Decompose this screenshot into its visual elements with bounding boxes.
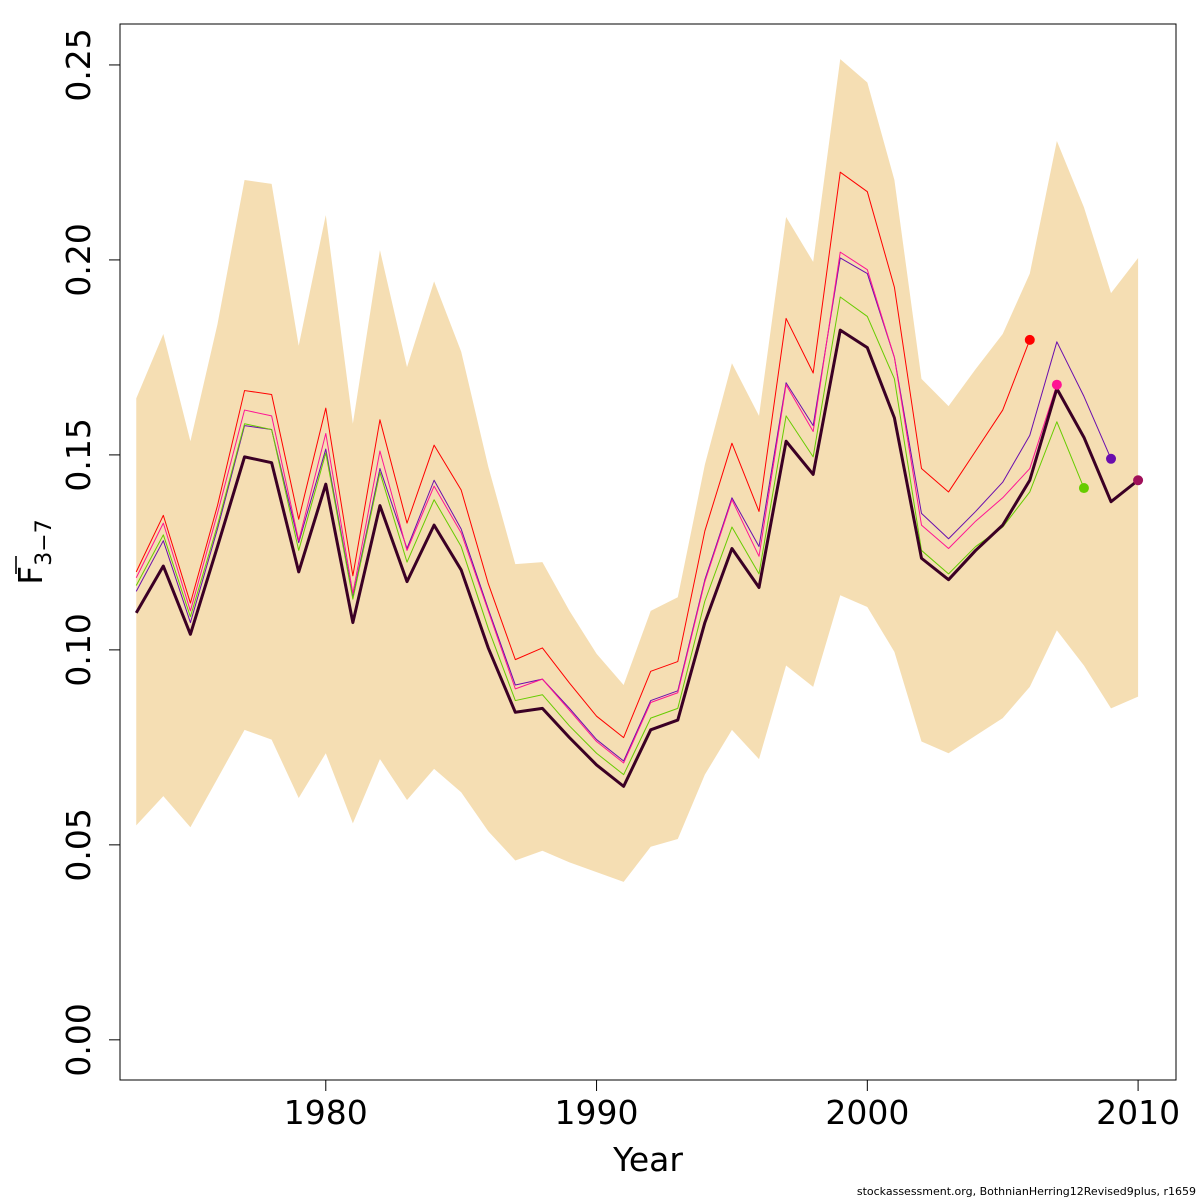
x-tick-label: 1980 [284, 1093, 368, 1132]
y-axis-title-subscript: 3−7 [32, 519, 57, 565]
series-end-point-4 [1078, 483, 1089, 494]
y-tick-label: 0.15 [59, 418, 98, 491]
series-end-point-2 [1106, 453, 1117, 464]
series-layer [134, 171, 1140, 788]
series-line-4 [135, 296, 1085, 776]
series-end-point-6 [1133, 475, 1144, 486]
series-line-2 [135, 257, 1112, 762]
end-points-layer [1024, 334, 1144, 494]
x-tick-label: 2000 [825, 1093, 909, 1132]
series-end-point-3 [1051, 379, 1062, 390]
y-tick-label: 0.20 [59, 223, 98, 296]
series-line-5 [134, 328, 1140, 788]
plot-frame [119, 23, 1177, 1081]
series-line-1 [135, 171, 1031, 739]
y-tick-label: 0.00 [59, 1003, 98, 1076]
axis-layer: 1980 1990 2000 2010 0.00 0.05 0.10 0.15 0.20 0.25 [59, 28, 1180, 1132]
x-tick-label: 1990 [555, 1093, 639, 1132]
svg-text:F3−7: F3−7 [11, 519, 57, 584]
credit-note: stockassessment.org, BothnianHerring12Re… [856, 1185, 1196, 1198]
y-axis-title-main: F [11, 566, 50, 585]
y-tick-label: 0.05 [59, 808, 98, 881]
x-tick-label: 2010 [1096, 1093, 1180, 1132]
y-tick-label: 0.10 [59, 613, 98, 686]
series-line-3 [135, 251, 1058, 764]
x-axis-title: Year [612, 1140, 683, 1179]
series-end-point-1 [1024, 334, 1035, 345]
y-tick-label: 0.25 [59, 28, 98, 101]
y-axis-title: F3−7 [11, 519, 57, 584]
